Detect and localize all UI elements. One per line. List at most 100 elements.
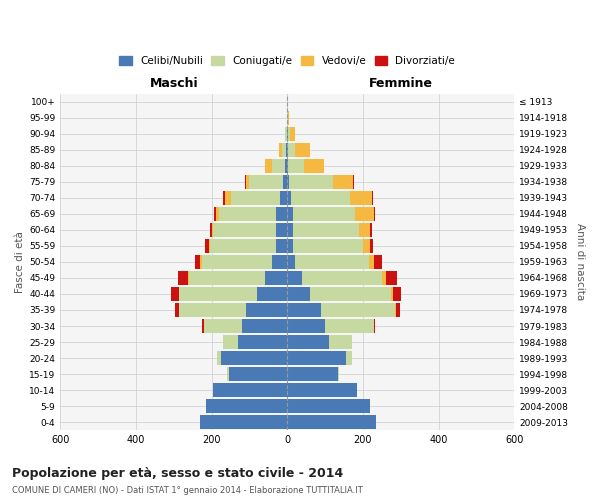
Bar <box>250 175 283 188</box>
Bar <box>223 335 238 349</box>
Bar <box>179 287 257 301</box>
Bar <box>283 175 287 188</box>
Bar <box>287 255 295 268</box>
Bar <box>202 255 272 268</box>
Bar <box>287 239 293 252</box>
Bar <box>287 335 329 349</box>
Bar <box>370 239 373 252</box>
Bar <box>282 143 286 156</box>
Bar <box>374 207 376 220</box>
Bar <box>287 368 338 381</box>
Bar <box>391 287 393 301</box>
Bar <box>206 400 287 413</box>
Bar <box>204 319 242 333</box>
Y-axis label: Fasce di età: Fasce di età <box>15 231 25 293</box>
Bar <box>210 239 276 252</box>
Bar <box>288 143 295 156</box>
Bar <box>386 271 397 284</box>
Bar <box>290 127 295 140</box>
Legend: Celibi/Nubili, Coniugati/e, Vedovi/e, Divorziati/e: Celibi/Nubili, Coniugati/e, Vedovi/e, Di… <box>115 52 459 70</box>
Bar <box>287 143 288 156</box>
Bar <box>289 175 332 188</box>
Bar <box>175 303 179 317</box>
Bar <box>310 287 391 301</box>
Bar <box>395 303 396 317</box>
Bar <box>219 207 276 220</box>
Bar <box>332 175 353 188</box>
Bar <box>279 143 282 156</box>
Text: Femmine: Femmine <box>369 78 433 90</box>
Bar <box>302 271 382 284</box>
Bar <box>200 255 202 268</box>
Bar <box>286 159 287 172</box>
Bar <box>355 207 374 220</box>
Bar <box>178 271 188 284</box>
Bar <box>214 223 276 236</box>
Bar <box>293 239 363 252</box>
Bar <box>229 368 287 381</box>
Bar <box>245 175 250 188</box>
Bar <box>205 239 209 252</box>
Bar <box>353 175 354 188</box>
Bar <box>350 191 373 204</box>
Bar <box>276 239 287 252</box>
Bar <box>359 223 370 236</box>
Bar <box>346 351 352 365</box>
Bar <box>295 255 368 268</box>
Bar <box>238 335 287 349</box>
Bar <box>382 271 386 284</box>
Bar <box>329 335 352 349</box>
Bar <box>272 255 287 268</box>
Bar <box>286 143 287 156</box>
Bar <box>287 271 302 284</box>
Bar <box>287 351 346 365</box>
Bar <box>221 351 287 365</box>
Bar <box>265 159 272 172</box>
Bar <box>223 191 225 204</box>
Text: Maschi: Maschi <box>149 78 198 90</box>
Bar <box>217 351 221 365</box>
Bar <box>374 319 376 333</box>
Bar <box>287 384 357 397</box>
Bar <box>289 159 304 172</box>
Bar <box>188 271 189 284</box>
Bar <box>209 239 210 252</box>
Bar <box>363 239 370 252</box>
Bar <box>295 143 310 156</box>
Bar <box>293 207 355 220</box>
Bar <box>338 368 340 381</box>
Bar <box>200 416 287 429</box>
Text: Popolazione per età, sesso e stato civile - 2014: Popolazione per età, sesso e stato civil… <box>12 467 343 480</box>
Bar <box>227 368 229 381</box>
Bar <box>287 303 321 317</box>
Bar <box>189 271 265 284</box>
Bar <box>286 127 287 140</box>
Bar <box>321 303 395 317</box>
Bar <box>210 223 212 236</box>
Bar <box>287 175 289 188</box>
Bar <box>276 223 287 236</box>
Text: COMUNE DI CAMERI (NO) - Dati ISTAT 1° gennaio 2014 - Elaborazione TUTTITALIA.IT: COMUNE DI CAMERI (NO) - Dati ISTAT 1° ge… <box>12 486 363 495</box>
Bar <box>257 287 287 301</box>
Bar <box>396 303 400 317</box>
Bar <box>214 207 216 220</box>
Bar <box>179 303 245 317</box>
Bar <box>287 159 289 172</box>
Bar <box>287 223 293 236</box>
Bar <box>287 400 370 413</box>
Bar <box>291 191 350 204</box>
Bar <box>276 207 287 220</box>
Bar <box>214 384 287 397</box>
Bar <box>171 287 179 301</box>
Bar <box>374 255 382 268</box>
Y-axis label: Anni di nascita: Anni di nascita <box>575 224 585 300</box>
Bar <box>242 319 287 333</box>
Bar <box>272 159 286 172</box>
Bar <box>304 159 325 172</box>
Bar <box>280 191 287 204</box>
Bar <box>393 287 401 301</box>
Bar <box>287 416 376 429</box>
Bar <box>287 191 291 204</box>
Bar <box>230 191 280 204</box>
Bar <box>293 223 359 236</box>
